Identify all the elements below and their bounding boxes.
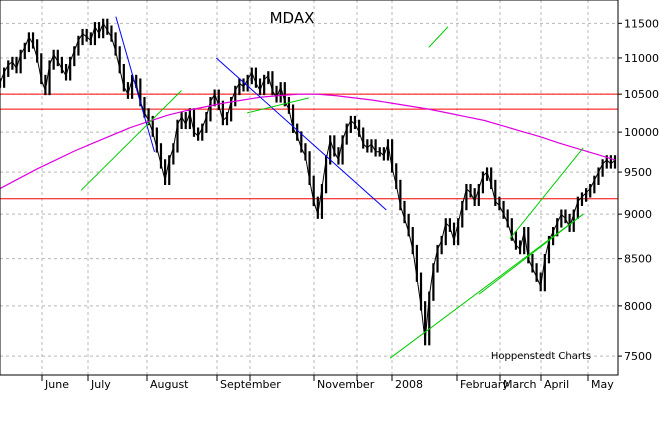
- chart-title: MDAX: [270, 9, 315, 27]
- x-tick-label: June: [44, 378, 69, 391]
- y-tick-label: 9500: [624, 166, 652, 179]
- trendline: [509, 147, 584, 240]
- x-tick-label: February: [460, 378, 509, 391]
- x-axis-ticks: June July August September November 2008 Febru…: [41, 375, 614, 391]
- y-tick-label: 10500: [624, 88, 659, 101]
- x-tick-label: 2008: [395, 378, 423, 391]
- x-tick-label: August: [150, 378, 189, 391]
- moving-average-series: [0, 93, 616, 190]
- x-tick-label: April: [544, 378, 569, 391]
- plot-frame: [0, 0, 619, 376]
- price-line: [0, 22, 616, 341]
- x-tick-label: May: [591, 378, 614, 391]
- trendline: [80, 90, 182, 191]
- y-tick-label: 8500: [624, 253, 652, 266]
- y-tick-label: 7500: [624, 350, 652, 363]
- moving-average-line: [0, 93, 616, 190]
- trendline: [478, 213, 584, 295]
- x-tick-label: November: [317, 378, 375, 391]
- trendline: [115, 16, 155, 152]
- trendline: [389, 213, 584, 359]
- x-tick-label: July: [90, 378, 111, 391]
- y-tick-label: 10000: [624, 126, 659, 139]
- trendline: [215, 57, 387, 211]
- trendline: [428, 26, 449, 48]
- trendline: [247, 97, 310, 114]
- y-axis-ticks: 7500 8000 8500 9000 9500 10000 10500 11000 11500: [618, 17, 659, 363]
- watermark-label: Hoppenstedt Charts: [491, 351, 591, 362]
- trendlines: [80, 16, 584, 359]
- y-tick-label: 11000: [624, 52, 659, 65]
- y-tick-label: 9000: [624, 208, 652, 221]
- price-series: [0, 18, 617, 346]
- x-tick-label: March: [503, 378, 537, 391]
- x-tick-label: September: [220, 378, 281, 391]
- y-tick-label: 8000: [624, 300, 652, 313]
- y-tick-label: 11500: [624, 17, 659, 30]
- grid-layer: [0, 0, 618, 375]
